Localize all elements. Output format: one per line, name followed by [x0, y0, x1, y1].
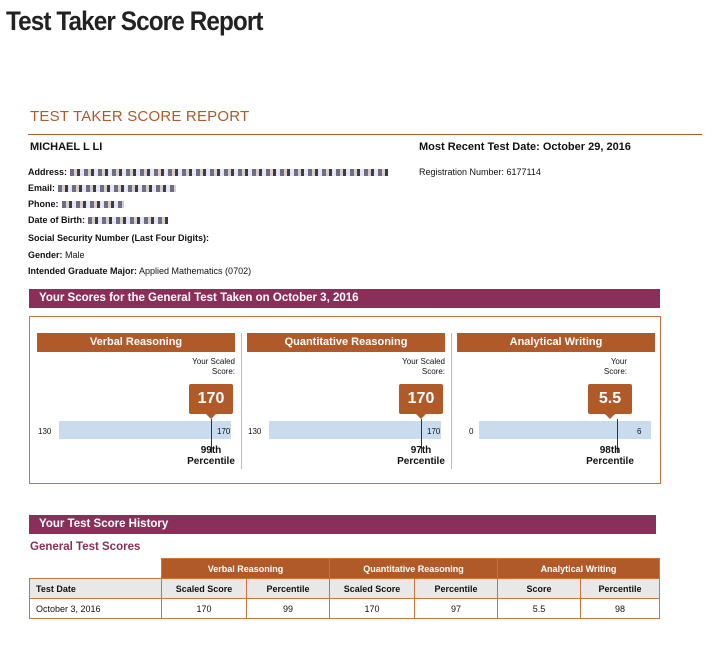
table-row: October 3, 2016 170 99 170 97 5.5 98	[29, 598, 660, 619]
score-panel-verbal: Verbal Reasoning Your Scaled Score: 170 1…	[37, 333, 237, 469]
label-line: Score:	[603, 367, 627, 376]
score-value: 170	[399, 384, 443, 414]
group-header-row: Verbal Reasoning Quantitative Reasoning …	[30, 558, 660, 579]
score-cell: 170	[161, 598, 247, 619]
major-row: Intended Graduate Major: Applied Mathema…	[28, 266, 251, 276]
scale-max: 6	[637, 427, 642, 436]
score-pointer	[605, 414, 615, 419]
label-line: Your Scaled	[402, 357, 445, 366]
sub-header: Scaled Score	[329, 578, 415, 599]
scaled-score-label: Your Scaled Score:	[385, 357, 445, 377]
page-heading: Test Taker Score Report	[6, 6, 263, 36]
percentile-word: Percentile	[586, 456, 634, 467]
section-title: Analytical Writing	[457, 333, 655, 352]
email-row: Email:	[28, 183, 177, 193]
score-panel-quantitative: Quantitative Reasoning Your Scaled Score:…	[247, 333, 447, 469]
score-pointer	[416, 414, 426, 419]
score-cell: 170	[329, 598, 415, 619]
scaled-score-label: Your Scaled Score:	[175, 357, 235, 377]
score-bar	[59, 421, 231, 439]
panel-divider	[241, 333, 242, 469]
scale-max: 170	[427, 427, 441, 436]
gender-value: Male	[62, 250, 85, 260]
sub-header: Percentile	[246, 578, 330, 599]
title-rule	[28, 134, 702, 135]
group-header: Quantitative Reasoning	[329, 558, 498, 579]
percentile-rank: 98th	[599, 445, 621, 456]
score-pointer	[206, 414, 216, 419]
score-cell: 97	[414, 598, 498, 619]
percentile-rank: 97th	[410, 445, 432, 456]
scale-min: 130	[38, 427, 52, 436]
dob-label: Date of Birth:	[28, 215, 85, 225]
major-label: Intended Graduate Major:	[28, 266, 138, 276]
major-value: Applied Mathematics (0702)	[137, 266, 252, 276]
sub-header: Scaled Score	[161, 578, 247, 599]
redacted-dob	[88, 217, 168, 225]
registration-number: Registration Number: 6177114	[419, 167, 541, 177]
scale-max: 170	[217, 427, 231, 436]
phone-label: Phone:	[28, 199, 59, 209]
address-row: Address:	[28, 167, 389, 177]
percentile-word: Percentile	[397, 456, 445, 467]
history-subtitle: General Test Scores	[30, 541, 141, 553]
score-panel-writing: Analytical Writing Your Score: 5.5 0 6 98…	[457, 333, 657, 469]
scores-box: Verbal Reasoning Your Scaled Score: 170 1…	[29, 316, 661, 484]
redacted-phone	[61, 201, 124, 209]
score-value: 170	[189, 384, 233, 414]
score-cell: 5.5	[497, 598, 581, 619]
date-header: Test Date	[29, 578, 162, 599]
label-line: Score:	[211, 367, 235, 376]
redacted-email	[58, 185, 177, 193]
percentile-word: Percentile	[187, 456, 235, 467]
sub-header: Percentile	[580, 578, 660, 599]
score-bar	[479, 421, 651, 439]
most-recent-test-date: Most Recent Test Date: October 29, 2016	[419, 141, 631, 153]
score-marker	[211, 419, 212, 453]
sub-header: Percentile	[414, 578, 498, 599]
percentile: 99th Percentile	[176, 445, 246, 467]
phone-row: Phone:	[28, 199, 124, 209]
label-line: Your	[610, 357, 627, 366]
group-header: Verbal Reasoning	[161, 558, 330, 579]
score-value: 5.5	[588, 384, 632, 414]
gender-row: Gender: Male	[28, 250, 85, 260]
score-cell: 98	[580, 598, 660, 619]
scaled-score-label: Your Score:	[567, 357, 627, 377]
score-bar	[269, 421, 441, 439]
test-date-cell: October 3, 2016	[29, 598, 162, 619]
scale-min: 0	[469, 427, 474, 436]
group-header: Analytical Writing	[497, 558, 660, 579]
address-label: Address:	[28, 167, 68, 177]
sub-header-row: Test Date Scaled Score Percentile Scaled…	[29, 578, 660, 599]
dob-row: Date of Birth:	[28, 215, 168, 225]
scores-band: Your Scores for the General Test Taken o…	[29, 289, 660, 308]
percentile: 97th Percentile	[386, 445, 456, 467]
section-title: Verbal Reasoning	[37, 333, 235, 352]
history-band: Your Test Score History	[29, 515, 656, 534]
label-line: Score:	[421, 367, 445, 376]
blank-cell	[30, 559, 162, 579]
scale-min: 130	[248, 427, 262, 436]
email-label: Email:	[28, 183, 56, 193]
percentile: 98th Percentile	[575, 445, 645, 467]
report-title: TEST TAKER SCORE REPORT	[30, 108, 250, 125]
score-cell: 99	[246, 598, 330, 619]
redacted-address	[70, 169, 389, 177]
label-line: Your Scaled	[192, 357, 235, 366]
ssn-label: Social Security Number (Last Four Digits…	[28, 233, 210, 243]
gender-label: Gender:	[28, 250, 63, 260]
percentile-rank: 99th	[200, 445, 222, 456]
panel-divider	[451, 333, 452, 469]
ssn-row: Social Security Number (Last Four Digits…	[28, 233, 209, 243]
score-marker	[617, 419, 618, 453]
score-marker	[421, 419, 422, 453]
history-table: Verbal Reasoning Quantitative Reasoning …	[29, 558, 660, 619]
section-title: Quantitative Reasoning	[247, 333, 445, 352]
candidate-name: MICHAEL L LI	[30, 141, 103, 153]
sub-header: Score	[497, 578, 581, 599]
